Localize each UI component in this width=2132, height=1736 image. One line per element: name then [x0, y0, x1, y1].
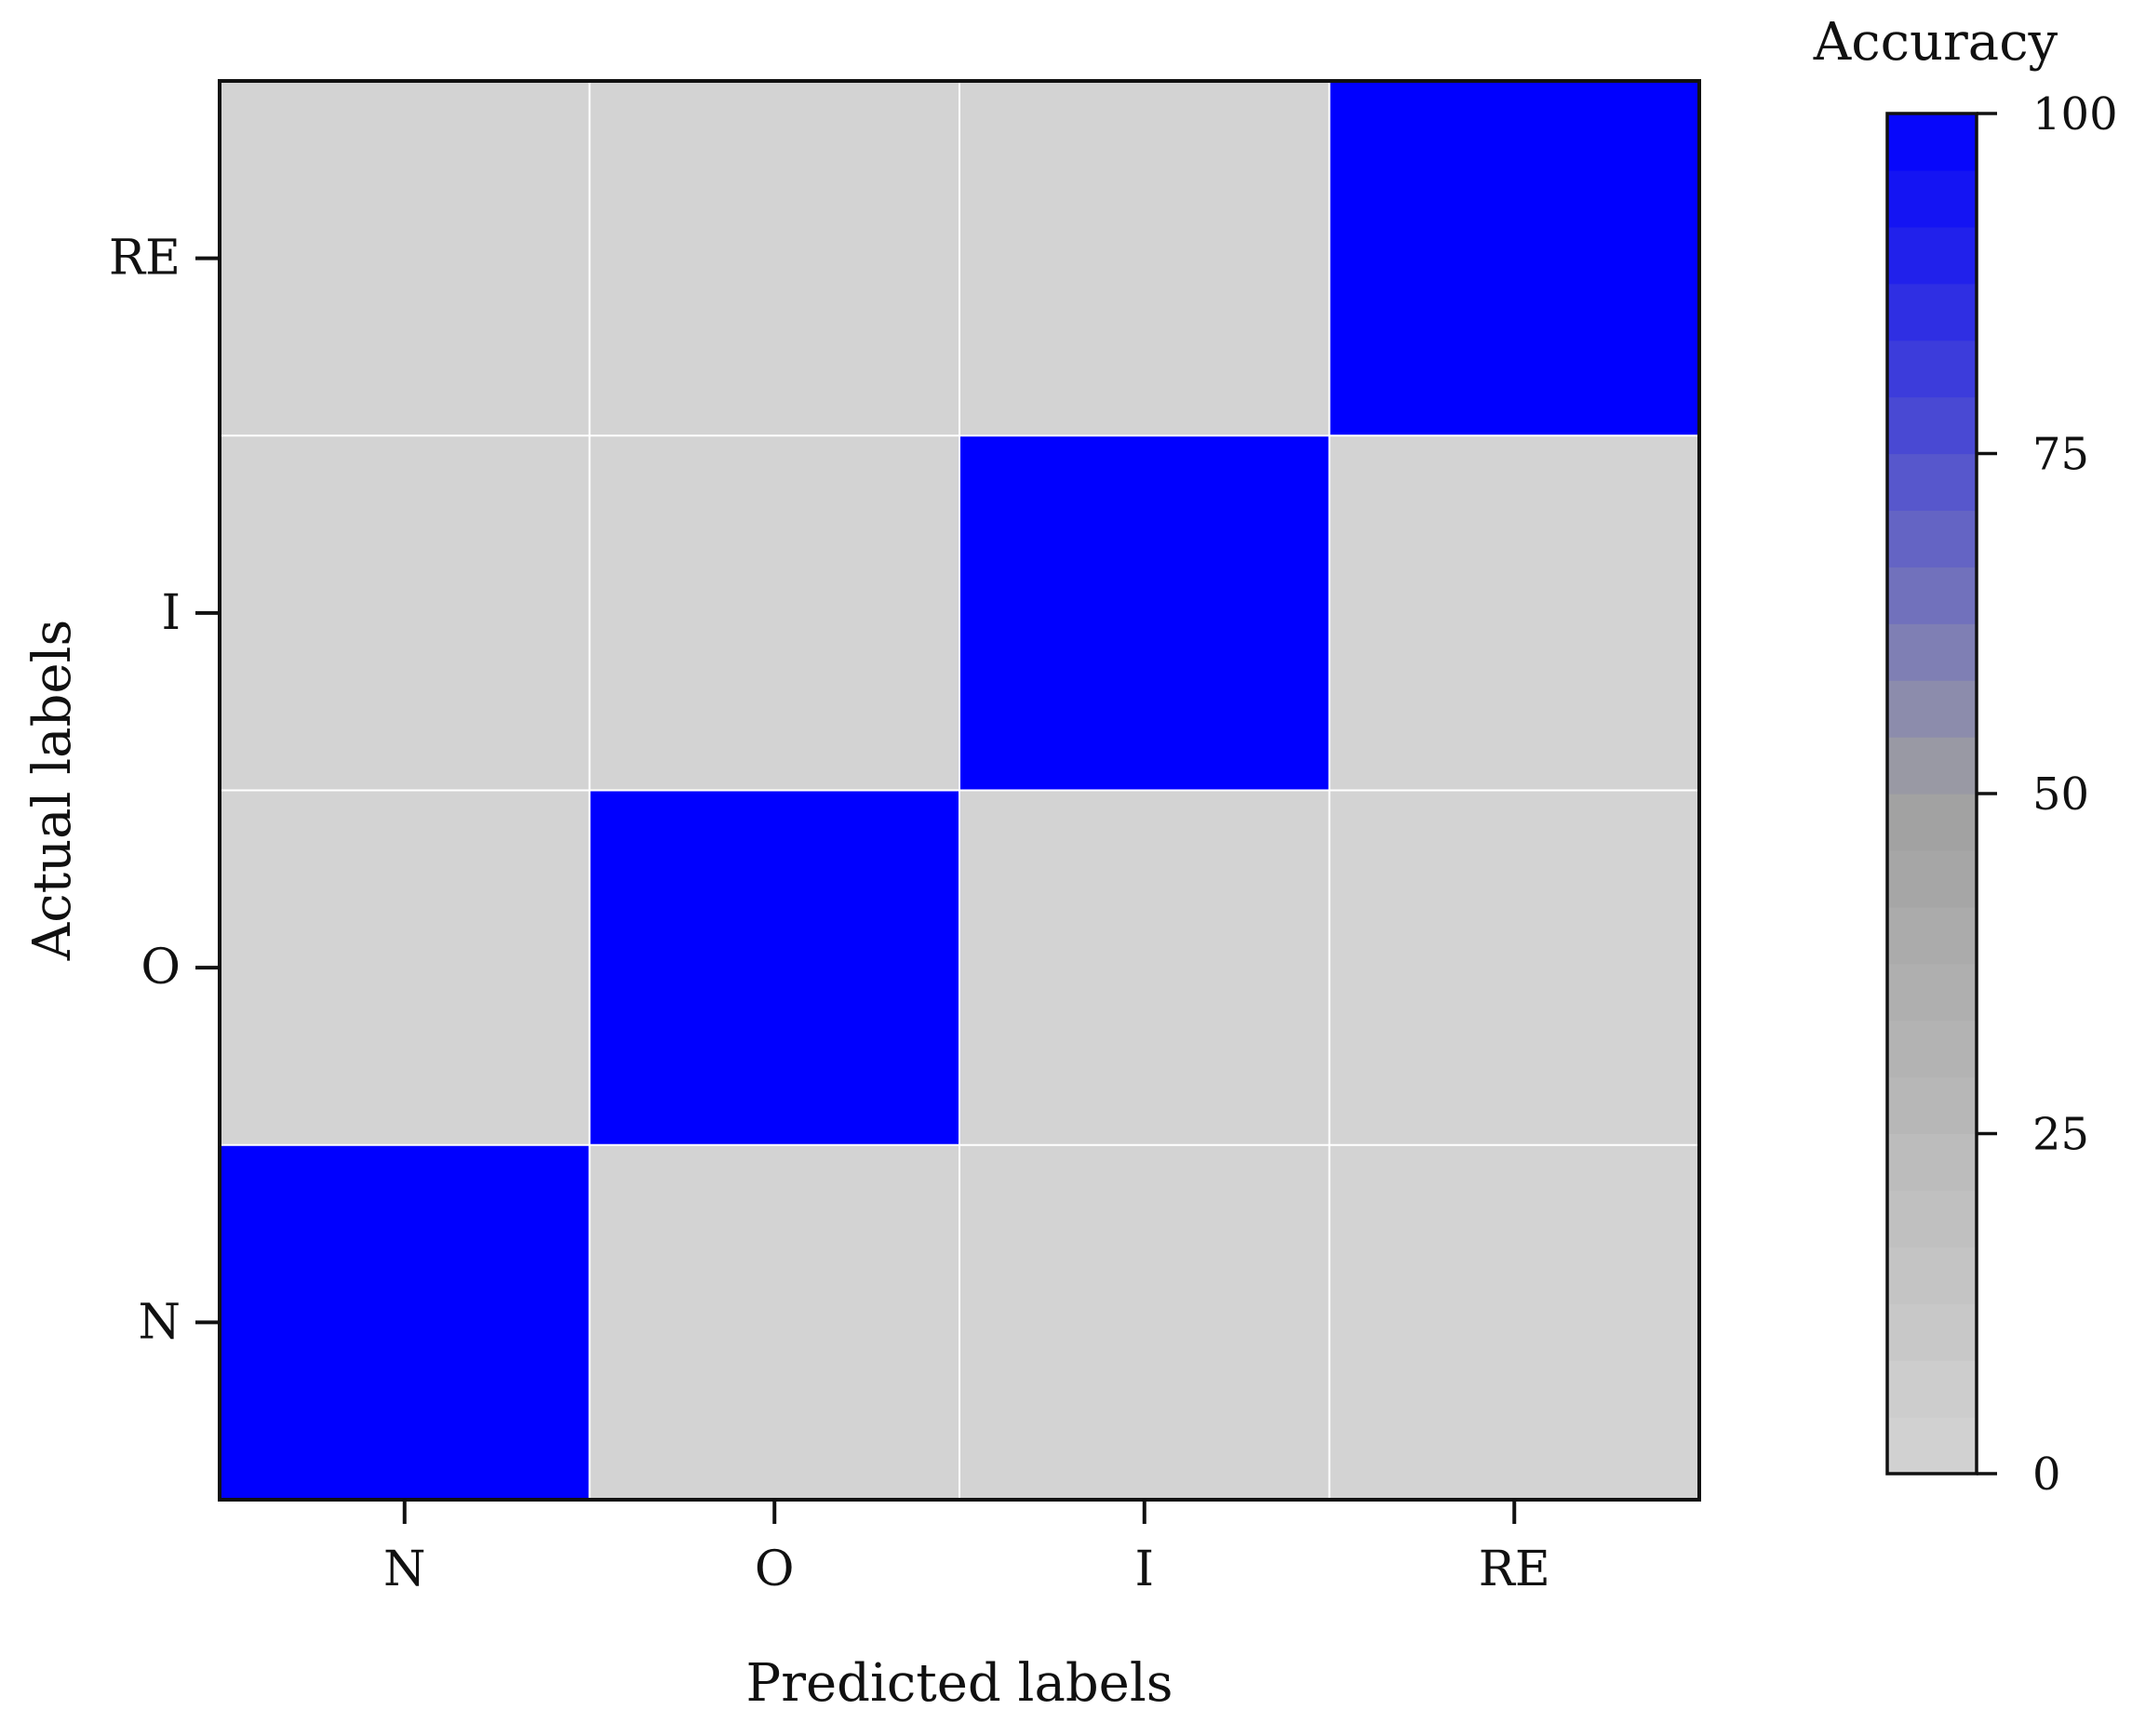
colorbar-segment [1887, 794, 1977, 851]
x-tick-label: O [755, 1542, 795, 1597]
colorbar-segment [1887, 849, 1977, 908]
heatmap-cell-I-N [220, 435, 590, 791]
heatmap-cell-O-N [220, 790, 590, 1145]
y-tick-label: RE [109, 231, 181, 287]
colorbar-segment [1887, 1133, 1977, 1192]
colorbar-tick-label: 100 [2032, 88, 2118, 140]
colorbar: 0 25 50 75 100 [1885, 88, 2118, 1501]
colorbar-segment [1887, 963, 1977, 1022]
x-tick-label: N [383, 1542, 426, 1597]
x-axis: N O I RE [383, 1500, 1550, 1597]
colorbar-segment [1887, 623, 1977, 681]
heatmap-cell-I-O [589, 435, 959, 791]
colorbar-segment [1887, 396, 1977, 455]
colorbar-segment [1887, 226, 1977, 285]
y-axis: N O I RE [109, 231, 220, 1350]
colorbar-segment [1887, 1076, 1977, 1135]
heatmap-cells [220, 81, 1699, 1500]
y-tick-label: I [161, 585, 181, 641]
x-tick-label: RE [1479, 1542, 1550, 1597]
colorbar-segment [1887, 169, 1977, 228]
colorbar-tick-label: 0 [2032, 1449, 2061, 1501]
colorbar-segment [1887, 453, 1977, 512]
heatmap-cell-RE-N [220, 81, 590, 436]
colorbar-segment [1887, 283, 1977, 341]
y-tick-label: O [141, 940, 181, 995]
heatmap-cell-N-O [589, 1144, 959, 1500]
colorbar-title: Accuracy [1813, 12, 2058, 73]
heatmap-cell-O-O [589, 790, 959, 1145]
colorbar-segment [1887, 510, 1977, 568]
colorbar-segment [1887, 680, 1977, 738]
heatmap-cell-O-RE [1329, 790, 1699, 1145]
heatmap-cell-I-RE [1329, 435, 1699, 791]
colorbar-segment [1887, 1360, 1977, 1418]
colorbar-segment [1887, 114, 1977, 171]
colorbar-tick-label: 75 [2032, 429, 2089, 481]
colorbar-segment [1887, 1190, 1977, 1248]
y-axis-title: Actual labels [22, 620, 83, 961]
heatmap-cell-RE-O [589, 81, 959, 436]
colorbar-tick-label: 25 [2032, 1109, 2089, 1161]
x-tick-label: I [1134, 1542, 1154, 1597]
colorbar-segment [1887, 1020, 1977, 1078]
colorbar-segment [1887, 567, 1977, 624]
colorbar-segment [1887, 906, 1977, 965]
heatmap-cell-N-RE [1329, 1144, 1699, 1500]
heatmap-cell-RE-RE [1329, 81, 1699, 436]
heatmap-cell-I-I [959, 435, 1330, 791]
heatmap-cell-RE-I [959, 81, 1330, 436]
colorbar-segment [1887, 1417, 1977, 1475]
colorbar-segment [1887, 737, 1977, 795]
heatmap-cell-N-N [220, 1144, 590, 1500]
plot-frame [218, 79, 1701, 1502]
heatmap-gridlines [220, 81, 1699, 1500]
colorbar-segment [1887, 1303, 1977, 1361]
colorbar-segment [1887, 1247, 1977, 1304]
y-tick-label: N [139, 1294, 181, 1350]
colorbar-segment [1887, 340, 1977, 398]
colorbar-tick-label: 50 [2032, 768, 2089, 821]
x-axis-title: Predicted labels [746, 1653, 1173, 1714]
heatmap-cell-O-I [959, 790, 1330, 1145]
heatmap-cell-N-I [959, 1144, 1330, 1500]
